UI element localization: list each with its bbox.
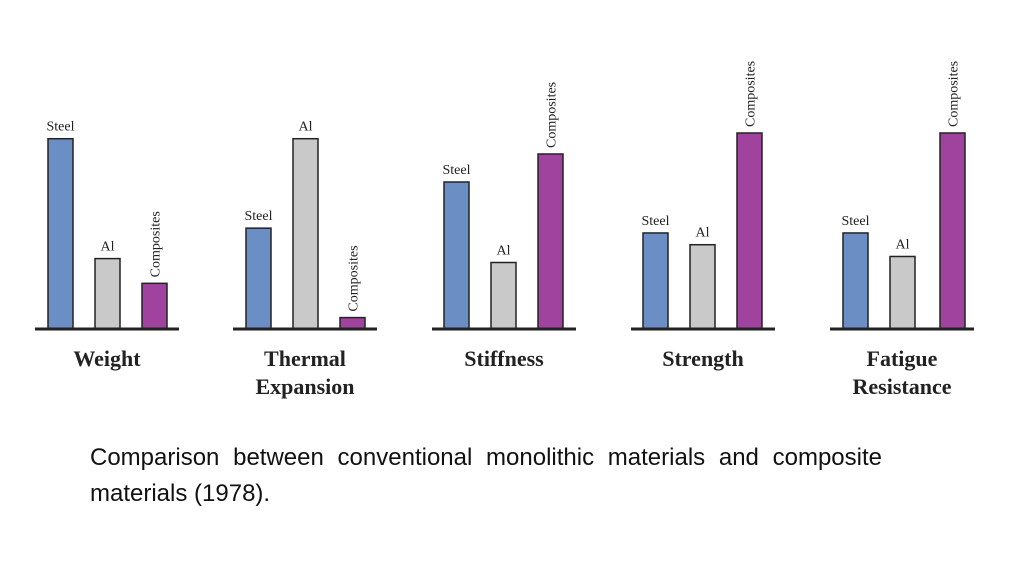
chart-weight: Steel Al Composites Weight xyxy=(35,120,179,371)
bar-label: Composites xyxy=(947,61,962,127)
chart-thermal-expansion: Steel Al Composites Thermal Expansion xyxy=(233,120,377,399)
bar-label: Al xyxy=(299,120,313,135)
bar-steel xyxy=(245,227,272,330)
bar-label: Al xyxy=(101,240,115,255)
bar-label: Composites xyxy=(149,211,164,277)
bar-al xyxy=(94,257,121,330)
bar-label: Steel xyxy=(245,209,273,224)
bar-label: Steel xyxy=(642,214,670,229)
bar-composites xyxy=(339,316,366,330)
bar-label: Steel xyxy=(47,120,75,135)
bar-al xyxy=(490,261,517,330)
chart-title: Fatigue Resistance xyxy=(853,346,952,399)
chart-fatigue-resistance: Steel Al Composites Fatigue Resistance xyxy=(830,61,974,399)
bar-charts: Steel Al Composites Weight Steel Al Composites… xyxy=(35,61,974,399)
bar-label: Steel xyxy=(842,214,870,229)
bar-steel xyxy=(642,232,669,330)
bar-label: Composites xyxy=(744,61,759,127)
bar-composites xyxy=(537,153,564,330)
bar-label: Composites xyxy=(347,245,362,311)
chart-title: Weight xyxy=(73,346,141,371)
bar-label: Al xyxy=(696,226,710,241)
bar-al xyxy=(889,255,916,330)
figure-caption: Comparison between conventional monolith… xyxy=(90,444,882,507)
bar-steel xyxy=(47,137,74,330)
bar-composites xyxy=(939,132,966,330)
bar-steel xyxy=(443,181,470,330)
bar-al xyxy=(292,137,319,330)
bar-label: Composites xyxy=(545,82,560,148)
bar-label: Al xyxy=(497,244,511,259)
bar-composites xyxy=(141,282,168,330)
chart-title: Stiffness xyxy=(464,346,544,371)
bar-label: Steel xyxy=(443,163,471,178)
bar-composites xyxy=(736,132,763,330)
chart-strength: Steel Al Composites Strength xyxy=(631,61,775,371)
bar-label: Al xyxy=(896,237,910,252)
bar-al xyxy=(689,243,716,330)
chart-title: Strength xyxy=(662,346,744,371)
chart-title: Thermal Expansion xyxy=(255,346,354,399)
bar-steel xyxy=(842,232,869,330)
chart-stiffness: Steel Al Composites Stiffness xyxy=(432,82,576,371)
